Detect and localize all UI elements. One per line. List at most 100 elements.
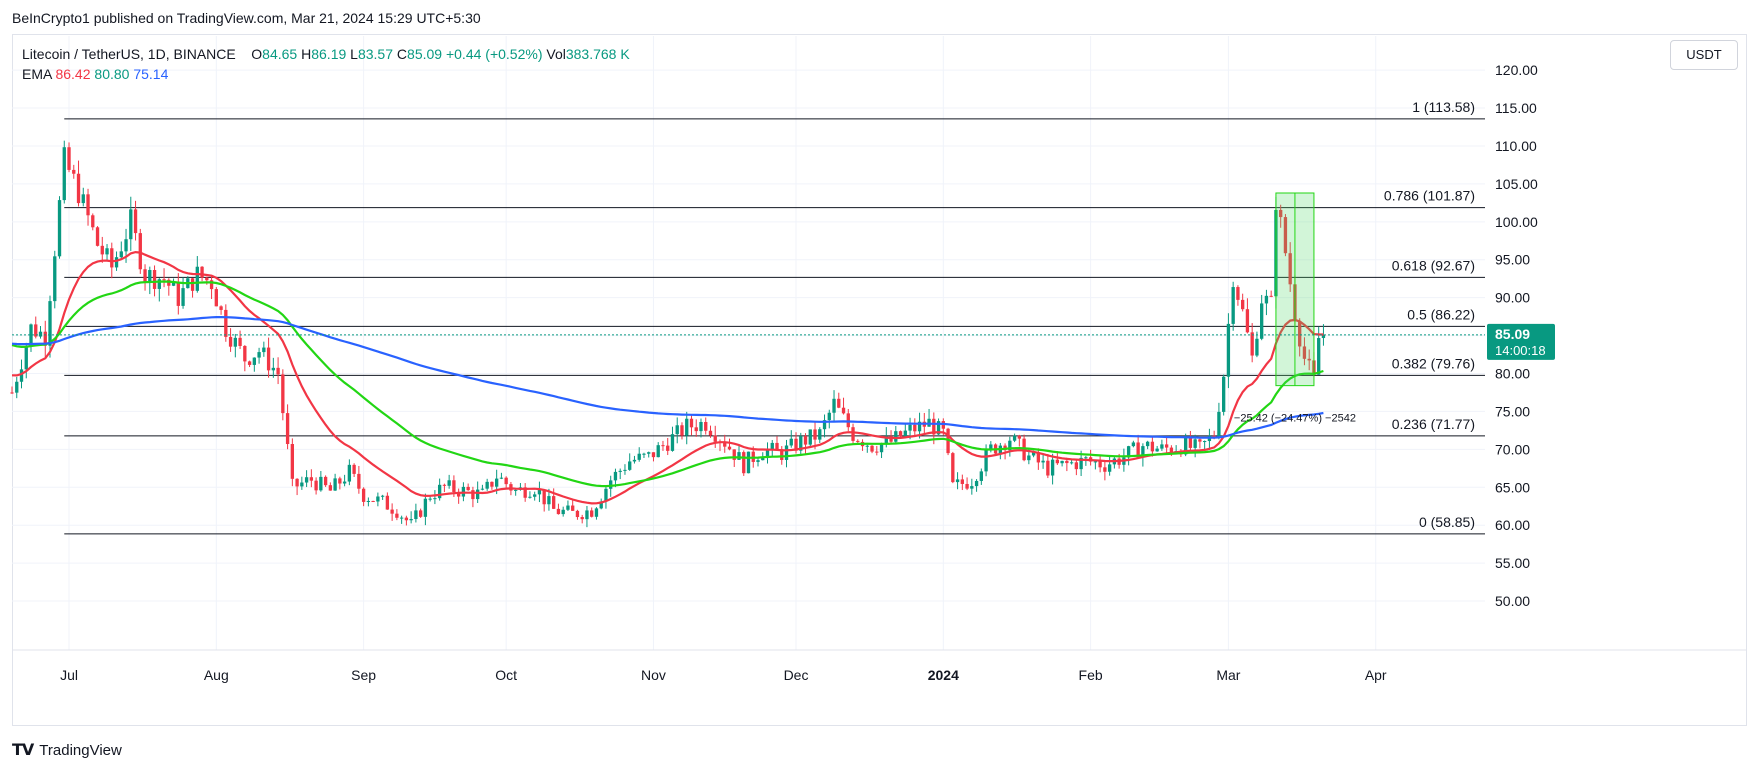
- candle-body: [974, 480, 979, 487]
- candle-countdown: 14:00:18: [1495, 343, 1546, 358]
- candle-body: [1145, 441, 1150, 447]
- candle-body: [95, 227, 100, 246]
- candle-body: [490, 481, 494, 487]
- candle-body: [656, 445, 660, 458]
- candle-body: [53, 256, 57, 302]
- candle-body: [1307, 358, 1311, 361]
- candle-body: [390, 509, 394, 514]
- current-price-value: 85.09: [1495, 326, 1530, 342]
- candle-body: [552, 496, 556, 509]
- candle-body: [176, 281, 180, 306]
- candle-body: [732, 449, 736, 460]
- candle-body: [1136, 442, 1140, 458]
- price-axis: 120.00 115.00 110.00 105.00 100.00 95.00 90.00…: [1487, 62, 1555, 609]
- volume-value: 383.768 K: [565, 46, 630, 62]
- candle-body: [799, 436, 803, 451]
- candle-body: [917, 421, 922, 432]
- candle-body: [1041, 460, 1045, 463]
- candle-body: [143, 269, 147, 282]
- candle-body: [1036, 452, 1041, 463]
- candle-body: [423, 498, 428, 517]
- candle-body: [409, 519, 413, 521]
- open-label: O: [251, 46, 263, 62]
- candle-body: [879, 443, 884, 453]
- candle-body: [789, 438, 793, 446]
- candle-body: [1155, 448, 1159, 452]
- candle-body: [10, 392, 14, 394]
- candle-body: [276, 367, 280, 375]
- candle-body: [157, 279, 161, 289]
- candle-body: [1008, 440, 1012, 451]
- candle-body: [133, 209, 138, 234]
- candle-body: [613, 471, 618, 481]
- ema-fast-line: [11, 250, 1324, 505]
- candle-body: [19, 369, 24, 382]
- candle-body: [590, 510, 594, 517]
- measure-tool: −25.42 (−24.47%) −2542: [12, 192, 1485, 425]
- fib-level-label: 0.382 (79.76): [1392, 355, 1475, 371]
- candle-body: [898, 431, 903, 437]
- candle-body: [495, 478, 499, 487]
- candle-body: [442, 484, 447, 486]
- fib-level-label: 0.618 (92.67): [1392, 257, 1475, 273]
- x-tick-label: 2024: [928, 667, 959, 683]
- candle-body: [680, 425, 684, 436]
- currency-button[interactable]: USDT: [1670, 40, 1738, 70]
- ema-line[interactable]: EMA 86.42 80.80 75.14: [22, 64, 630, 84]
- candle-body: [323, 476, 328, 486]
- candle-body: [694, 427, 698, 432]
- candle-body: [746, 451, 751, 474]
- candle-body: [841, 407, 846, 414]
- symbol-name[interactable]: Litecoin / TetherUS, 1D, BINANCE: [22, 46, 236, 62]
- candle-body: [1202, 441, 1207, 443]
- candle-body: [219, 306, 223, 310]
- candle-body: [837, 398, 841, 408]
- candle-body: [1084, 457, 1088, 459]
- candle-body: [827, 412, 831, 421]
- candle-body: [1302, 346, 1307, 359]
- candle-body: [338, 478, 342, 484]
- fib-level-label: 0 (58.85): [1419, 514, 1475, 530]
- candle-body: [48, 301, 52, 346]
- candle-body: [452, 480, 456, 492]
- candle-body: [1283, 217, 1288, 254]
- candle-body: [727, 446, 732, 450]
- time-axis: Jul Aug Sep Oct Nov Dec 2024 Feb Mar Apr: [12, 649, 1746, 683]
- candle-body: [380, 495, 385, 497]
- tradingview-logo[interactable]: 𝗧𝗩 TradingView: [12, 740, 122, 760]
- candle-body: [456, 491, 461, 497]
- close-label: C: [396, 46, 408, 62]
- x-tick-label: Feb: [1079, 667, 1103, 683]
- candle-body: [1098, 461, 1102, 468]
- tradingview-logo-icon: 𝗧𝗩: [12, 742, 34, 759]
- close-value: 85.09: [407, 46, 443, 62]
- change-value: +0.44 (+0.52%): [445, 46, 543, 62]
- candle-body: [162, 279, 166, 281]
- candle-body: [580, 517, 584, 520]
- fib-level-label: 1 (113.58): [1412, 99, 1475, 115]
- candle-body: [91, 215, 95, 228]
- candle-body: [780, 449, 784, 460]
- ema-slow-line: [11, 316, 1324, 439]
- candle-body: [319, 476, 323, 491]
- candle-body: [347, 464, 352, 482]
- candle-body: [1169, 447, 1174, 453]
- candle-body: [152, 270, 157, 289]
- candle-body: [542, 490, 546, 505]
- candle-body: [675, 425, 679, 435]
- candle-body: [428, 498, 432, 500]
- candle-body: [566, 505, 570, 510]
- candle-body: [361, 488, 366, 502]
- candle-body: [946, 428, 950, 454]
- candle-body: [1093, 461, 1098, 463]
- candle-body: [818, 429, 822, 440]
- candle-body: [884, 436, 888, 444]
- candle-body: [399, 517, 404, 519]
- candle-body: [870, 445, 874, 452]
- candle-body: [314, 480, 318, 491]
- candle-body: [604, 488, 608, 502]
- candle-body: [1231, 287, 1235, 324]
- candle-body: [200, 266, 204, 278]
- candle-body: [632, 459, 637, 462]
